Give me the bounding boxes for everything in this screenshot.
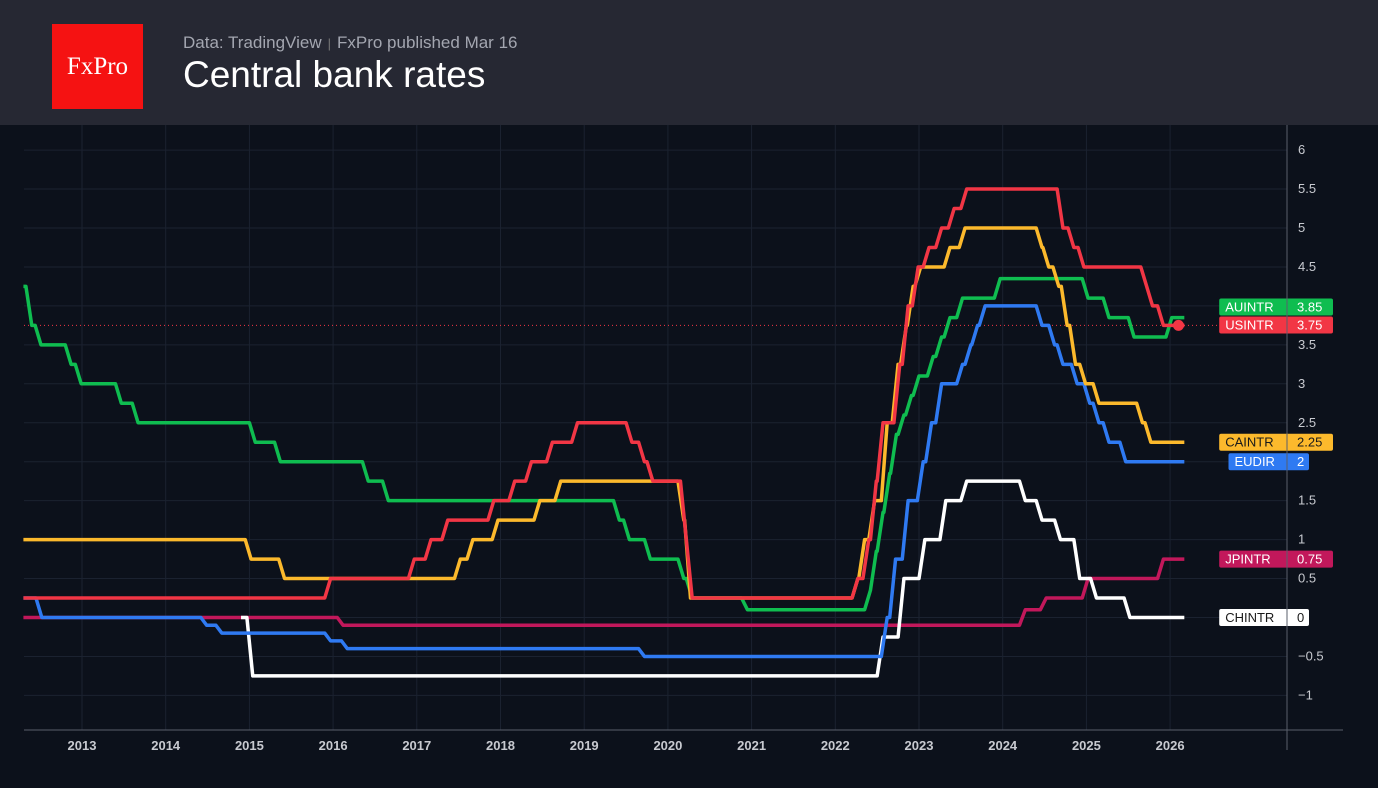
fxpro-logo: FxPro — [52, 24, 143, 109]
series-name: AUINTR — [1225, 300, 1273, 315]
value-label-bg — [1219, 550, 1333, 568]
series-line-eudir — [23, 304, 1185, 659]
series-last-value: 2 — [1297, 454, 1304, 469]
y-tick-label: 1 — [1298, 532, 1305, 547]
value-label-chintr: CHINTR 0 — [1219, 609, 1309, 626]
value-label-auintr: AUINTR 3.85 — [1219, 298, 1333, 316]
last-point-dot — [1172, 319, 1184, 331]
value-label-bg — [1219, 433, 1333, 451]
value-label-usintr: USINTR 3.75 — [1219, 316, 1333, 334]
value-label-eudir: EUDIR 2 — [1228, 453, 1309, 471]
y-tick-label: 6 — [1298, 142, 1305, 157]
rates-chart: 6 5.5 5 4.5 3.5 3 2.5 1.5 1 0.5 −0.5 −1 2013 2014 2015… — [23, 125, 1343, 753]
y-tick-label: 3.5 — [1298, 337, 1316, 352]
x-tick-label: 2015 — [235, 738, 264, 753]
subtitle: Data: TradingView | FxPro published Mar 16 — [183, 33, 517, 53]
y-tick-label: 5 — [1298, 220, 1305, 235]
series-last-value: 0 — [1297, 610, 1304, 625]
y-tick-label: 0.5 — [1298, 571, 1316, 586]
value-label-bg — [1228, 453, 1309, 471]
separator: | — [327, 36, 331, 51]
y-tick-label: 2.5 — [1298, 415, 1316, 430]
series-last-value: 3.85 — [1297, 300, 1322, 315]
x-tick-label: 2016 — [319, 738, 348, 753]
x-tick-label: 2018 — [486, 738, 515, 753]
value-label-caintr: CAINTR 2.25 — [1219, 433, 1333, 451]
y-tick-label: 5.5 — [1298, 181, 1316, 196]
value-label-jpintr: JPINTR 0.75 — [1219, 550, 1333, 568]
published-date: FxPro published Mar 16 — [337, 33, 518, 52]
x-tick-label: 2023 — [905, 738, 934, 753]
y-tick-label: 3 — [1298, 376, 1305, 391]
y-tick-label: 1.5 — [1298, 493, 1316, 508]
series-line-chintr — [241, 479, 1185, 678]
series-line-caintr — [23, 226, 1185, 600]
x-tick-label: 2024 — [988, 738, 1018, 753]
series-name: CAINTR — [1225, 435, 1273, 450]
value-label-bg — [1219, 316, 1333, 334]
x-tick-label: 2017 — [402, 738, 431, 753]
series-last-value: 2.25 — [1297, 435, 1322, 450]
series-name: EUDIR — [1235, 454, 1275, 469]
x-tick-label: 2021 — [737, 738, 766, 753]
series-line-usintr — [23, 187, 1185, 600]
x-tick-label: 2020 — [653, 738, 682, 753]
x-tick-label: 2022 — [821, 738, 850, 753]
value-label-bg — [1219, 298, 1333, 316]
series-name: JPINTR — [1225, 552, 1271, 567]
header: FxPro Data: TradingView | FxPro published … — [0, 0, 1378, 125]
series-last-value: 0.75 — [1297, 552, 1322, 567]
chart-title: Central bank rates — [183, 54, 486, 95]
series-name: CHINTR — [1225, 610, 1274, 625]
x-tick-label: 2019 — [570, 738, 599, 753]
y-tick-label: −1 — [1298, 687, 1313, 702]
y-tick-label: 4.5 — [1298, 259, 1316, 274]
y-tick-label: −0.5 — [1298, 648, 1324, 663]
x-tick-label: 2014 — [151, 738, 181, 753]
data-source: Data: TradingView — [183, 33, 322, 52]
series-line-jpintr — [23, 557, 1185, 628]
x-tick-label: 2026 — [1156, 738, 1185, 753]
series-last-value: 3.75 — [1297, 318, 1322, 333]
series-line-auintr — [23, 276, 1185, 612]
series-name: USINTR — [1225, 318, 1273, 333]
x-tick-label: 2013 — [68, 738, 97, 753]
x-tick-label: 2025 — [1072, 738, 1101, 753]
